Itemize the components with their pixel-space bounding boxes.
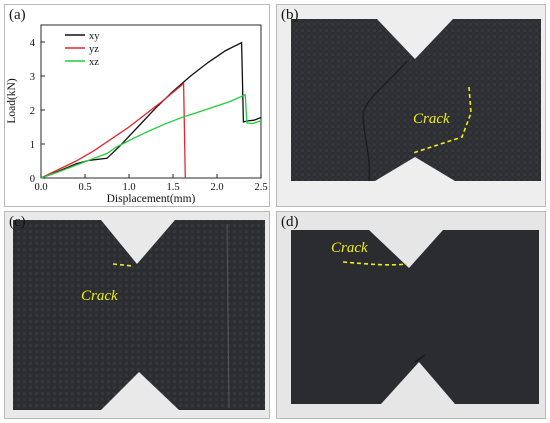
y-tick-label: 3 [30,72,35,83]
y-tick-label: 1 [30,140,35,151]
x-tick-label: 1.0 [122,182,135,193]
load-displacement-chart: 0.0 0.5 1.0 1.5 2.0 2.5 0 1 2 3 4 xy yz xz Displace… [6,24,268,205]
legend-label-xz: xz [89,57,99,68]
panel-label-a: (a) [9,7,26,23]
crack-label-d: Crack [331,240,368,256]
surface-mark [226,223,230,409]
y-tick-label: 0 [30,174,35,185]
specimen-photo-d: (d) Crack [276,211,546,419]
x-tick-label: 0.0 [34,182,47,193]
specimen-photo-b: (b) Crack [276,4,546,207]
y-tick-label: 2 [30,106,35,117]
series-line-yz [40,82,186,179]
crack-marker-c [112,263,134,267]
panel-label-c: (c) [9,214,26,230]
series-line-xz [40,93,262,179]
legend-label-xy: xy [89,31,100,42]
crack-line-b [362,60,408,182]
crack-line-d [414,354,426,363]
y-axis: 0 1 2 3 4 [30,38,45,185]
series-lines [40,41,262,179]
y-axis-label: Load(kN) [6,78,18,124]
specimen-b [291,19,541,181]
x-tick-label: 1.5 [166,182,179,193]
x-tick-label: 0.5 [78,182,91,193]
specimen-b-graphic: Crack [291,19,541,182]
legend-label-yz: yz [89,44,99,55]
specimen-photo-c: (c) Crack [4,211,270,419]
x-axis: 0.0 0.5 1.0 1.5 2.0 2.5 [34,174,268,193]
specimen-d-graphic: Crack [291,230,539,404]
specimen-c [13,220,265,410]
specimen-c-graphic: Crack [13,220,265,410]
panel-label-b: (b) [281,7,299,23]
x-axis-label: Displacement(mm) [107,193,196,205]
panel-label-d: (d) [281,214,299,230]
crack-marker-d [342,261,408,266]
crack-marker-b [412,86,472,154]
plot-frame [40,24,262,179]
crack-label-c: Crack [81,288,118,304]
legend: xy yz xz [65,31,100,68]
crack-label-b: Crack [413,111,450,127]
x-tick-label: 2.5 [254,182,267,193]
x-tick-label: 2.0 [210,182,223,193]
y-tick-label: 4 [30,38,36,49]
chart-panel: (a) 0.0 0.5 1.0 1.5 2.0 2.5 0 1 2 3 4 xy yz xz Disp… [4,4,270,207]
specimen-d [291,230,539,404]
